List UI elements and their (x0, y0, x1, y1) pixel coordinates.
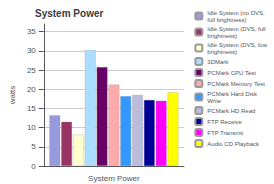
svg-text:PCMark CPU Test: PCMark CPU Test (207, 70, 256, 76)
svg-text:PCMark HD Read: PCMark HD Read (207, 108, 255, 114)
svg-text:3DMark: 3DMark (207, 59, 229, 65)
svg-text:5: 5 (31, 142, 36, 151)
svg-text:brightness): brightness) (207, 49, 237, 55)
svg-text:Write: Write (207, 98, 222, 104)
svg-text:FTP Transmit: FTP Transmit (207, 130, 243, 136)
svg-text:watts: watts (8, 86, 17, 106)
svg-text:full brightness): full brightness) (207, 17, 246, 23)
svg-text:20: 20 (27, 85, 36, 94)
svg-text:Idle System (DVS, full: Idle System (DVS, full (207, 26, 265, 32)
svg-text:System Power: System Power (88, 174, 140, 183)
svg-text:35: 35 (27, 27, 36, 36)
svg-text:25: 25 (27, 66, 36, 75)
svg-text:PCMark Hard Disk: PCMark Hard Disk (207, 91, 258, 97)
svg-text:brightness): brightness) (207, 33, 237, 39)
svg-text:Idle System (DVS, low: Idle System (DVS, low (207, 42, 267, 48)
svg-text:Idle System (no DVS,: Idle System (no DVS, (207, 10, 265, 16)
svg-text:System Power: System Power (35, 8, 103, 19)
svg-text:FTP Receive: FTP Receive (207, 119, 242, 125)
svg-text:Audio CD Playback: Audio CD Playback (207, 141, 260, 147)
svg-text:10: 10 (27, 123, 36, 132)
svg-text:0: 0 (31, 162, 36, 171)
svg-text:PCMark Memory Test: PCMark Memory Test (207, 81, 265, 87)
svg-text:30: 30 (27, 46, 36, 55)
svg-text:15: 15 (27, 104, 36, 113)
